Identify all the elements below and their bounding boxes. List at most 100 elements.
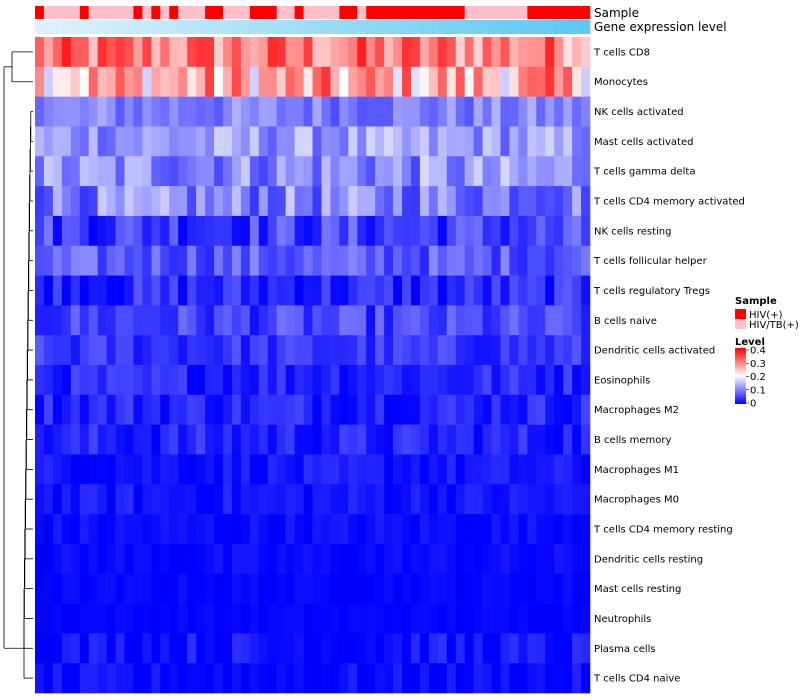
heatmap-cell xyxy=(572,96,582,127)
heatmap-cell xyxy=(419,37,430,68)
heatmap-cell xyxy=(160,245,170,276)
heatmap-cell xyxy=(366,454,376,485)
heatmap-cell xyxy=(35,305,45,336)
sample-cell xyxy=(231,6,242,19)
heatmap-cell xyxy=(482,603,492,634)
heatmap-cell xyxy=(133,37,143,68)
heatmap-cell xyxy=(124,365,134,396)
heatmap-cell xyxy=(178,573,188,604)
heatmap-cell xyxy=(500,305,510,336)
heatmap-cell xyxy=(70,245,81,276)
heatmap-cell xyxy=(61,603,72,634)
heatmap-cell xyxy=(142,245,152,276)
heatmap-cell xyxy=(509,186,519,217)
sample-cell xyxy=(160,6,170,19)
heatmap-cell xyxy=(312,454,322,485)
heatmap-cell xyxy=(437,275,448,306)
heatmap-cell xyxy=(491,305,501,336)
level-colorbar xyxy=(735,348,746,404)
heatmap-cell xyxy=(240,573,251,604)
heatmap-cell xyxy=(321,37,331,68)
heatmap-cell xyxy=(572,633,582,664)
sample-cell xyxy=(384,6,394,19)
heatmap-cell xyxy=(482,215,492,247)
heatmap-cell xyxy=(563,37,573,68)
heatmap-cell xyxy=(222,633,233,664)
heatmap-cell xyxy=(366,156,376,187)
heatmap-cell xyxy=(455,186,465,217)
heatmap-cell xyxy=(527,365,537,396)
heatmap-cell xyxy=(357,603,367,634)
heatmap-cell xyxy=(536,454,546,485)
heatmap-cell xyxy=(375,514,385,545)
heatmap-cell xyxy=(536,663,546,694)
heatmap-cell xyxy=(545,66,555,97)
heatmap-cell xyxy=(61,663,72,694)
expression-cell xyxy=(437,20,448,34)
heatmap-cell xyxy=(357,543,367,575)
heatmap-cell xyxy=(285,305,295,336)
heatmap-cell xyxy=(285,245,295,276)
heatmap-cell xyxy=(545,573,555,604)
heatmap-cell xyxy=(160,126,170,157)
heatmap-cell xyxy=(536,365,546,396)
heatmap-cell xyxy=(79,633,90,664)
heatmap-cell xyxy=(124,156,134,187)
heatmap-cell xyxy=(70,543,81,575)
heatmap-cell xyxy=(61,275,72,306)
heatmap-cell xyxy=(312,484,322,515)
heatmap-cell xyxy=(321,633,331,664)
heatmap-cell xyxy=(581,186,591,217)
heatmap-cell xyxy=(437,394,448,425)
heatmap-cell xyxy=(446,335,457,366)
heatmap-cell xyxy=(294,245,304,276)
heatmap-cell xyxy=(249,126,260,157)
heatmap-cell xyxy=(196,394,206,425)
heatmap-cell xyxy=(491,663,501,694)
heatmap-cell xyxy=(52,66,63,97)
heatmap-cell xyxy=(563,275,573,306)
sample-cell xyxy=(581,6,591,19)
heatmap-cell xyxy=(402,424,412,455)
heatmap-cell xyxy=(106,335,116,366)
heatmap-cell xyxy=(527,543,537,575)
heatmap-cell xyxy=(115,96,125,127)
heatmap-cell xyxy=(419,245,430,276)
heatmap-cell xyxy=(61,156,72,187)
heatmap-cell xyxy=(133,126,143,157)
heatmap-cell xyxy=(70,186,81,217)
heatmap-cell xyxy=(482,305,492,336)
heatmap-cell xyxy=(312,543,322,575)
heatmap-cell xyxy=(97,394,107,425)
heatmap-cell xyxy=(169,663,179,694)
heatmap-cell xyxy=(294,633,304,664)
heatmap-cell xyxy=(285,484,295,515)
heatmap-cell xyxy=(419,603,430,634)
heatmap-cell xyxy=(366,424,376,455)
heatmap-cell xyxy=(205,215,215,247)
heatmap-cell xyxy=(339,543,349,575)
heatmap-cell xyxy=(572,215,582,247)
heatmap-cell xyxy=(240,66,251,97)
sample-cell xyxy=(133,6,143,19)
heatmap-cell xyxy=(61,245,72,276)
heatmap-cell xyxy=(437,514,448,545)
heatmap-cell xyxy=(214,484,224,515)
heatmap-cell xyxy=(97,275,107,306)
heatmap-cell xyxy=(375,424,385,455)
heatmap-cell xyxy=(563,215,573,247)
heatmap-cell xyxy=(410,454,421,485)
heatmap-cell xyxy=(70,603,81,634)
heatmap-cell xyxy=(348,126,358,157)
heatmap-cell xyxy=(70,156,81,187)
heatmap-cell xyxy=(240,305,251,336)
heatmap-cell xyxy=(214,126,224,157)
heatmap-cell xyxy=(581,275,591,306)
heatmap-cell xyxy=(205,603,215,634)
heatmap-cell xyxy=(240,484,251,515)
heatmap-cell xyxy=(151,603,161,634)
heatmap-cell xyxy=(554,603,564,634)
heatmap-cell xyxy=(231,543,242,575)
heatmap-cell xyxy=(276,245,286,276)
